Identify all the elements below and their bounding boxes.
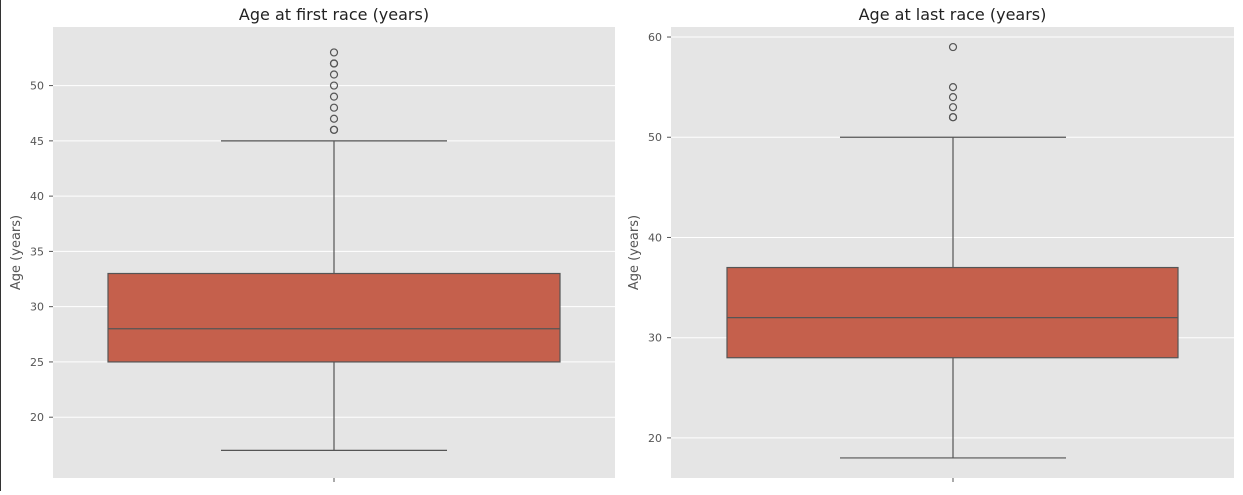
y-tick-label: 35 xyxy=(30,245,44,258)
outlier-point xyxy=(329,125,339,134)
y-tick-label: 50 xyxy=(30,80,44,93)
iqr-box xyxy=(726,266,1179,359)
y-tick-label: 60 xyxy=(648,31,662,44)
y-axis-label: Age (years) xyxy=(9,215,24,290)
y-tick-label: 30 xyxy=(30,301,44,314)
outlier-point xyxy=(329,92,339,101)
iqr-box xyxy=(107,272,561,363)
outlier-point xyxy=(948,42,958,52)
y-tick-label: 20 xyxy=(648,432,662,445)
y-axis-label: Age (years) xyxy=(627,215,642,290)
outlier-point xyxy=(948,93,958,102)
outlier-point xyxy=(329,114,339,123)
outlier-point xyxy=(329,103,339,112)
y-tick-label: 40 xyxy=(30,190,44,203)
chart-title: Age at first race (years) xyxy=(239,5,429,24)
y-tick-label: 30 xyxy=(648,332,662,345)
y-tick-label: 25 xyxy=(30,356,44,369)
y-tick-label: 40 xyxy=(648,231,662,244)
chart-age-at-last-race: 20 30 40 50 60 Age at last race (years) Age (y… xyxy=(627,5,1234,482)
y-tick-label: 50 xyxy=(648,131,662,144)
figure-border xyxy=(0,0,1,491)
y-tick-label: 20 xyxy=(30,411,44,424)
chart-title: Age at last race (years) xyxy=(859,5,1047,24)
chart-age-at-first-race: 20 25 30 35 40 45 50 Age at first race (years) A… xyxy=(9,5,615,482)
outlier-point xyxy=(948,113,958,122)
outlier-point xyxy=(948,83,958,92)
outlier-point xyxy=(329,59,339,68)
outlier-point xyxy=(329,81,339,90)
outlier-point xyxy=(329,48,339,57)
outlier-point xyxy=(329,70,339,79)
outlier-point xyxy=(948,103,958,112)
y-tick-label: 45 xyxy=(30,135,44,148)
